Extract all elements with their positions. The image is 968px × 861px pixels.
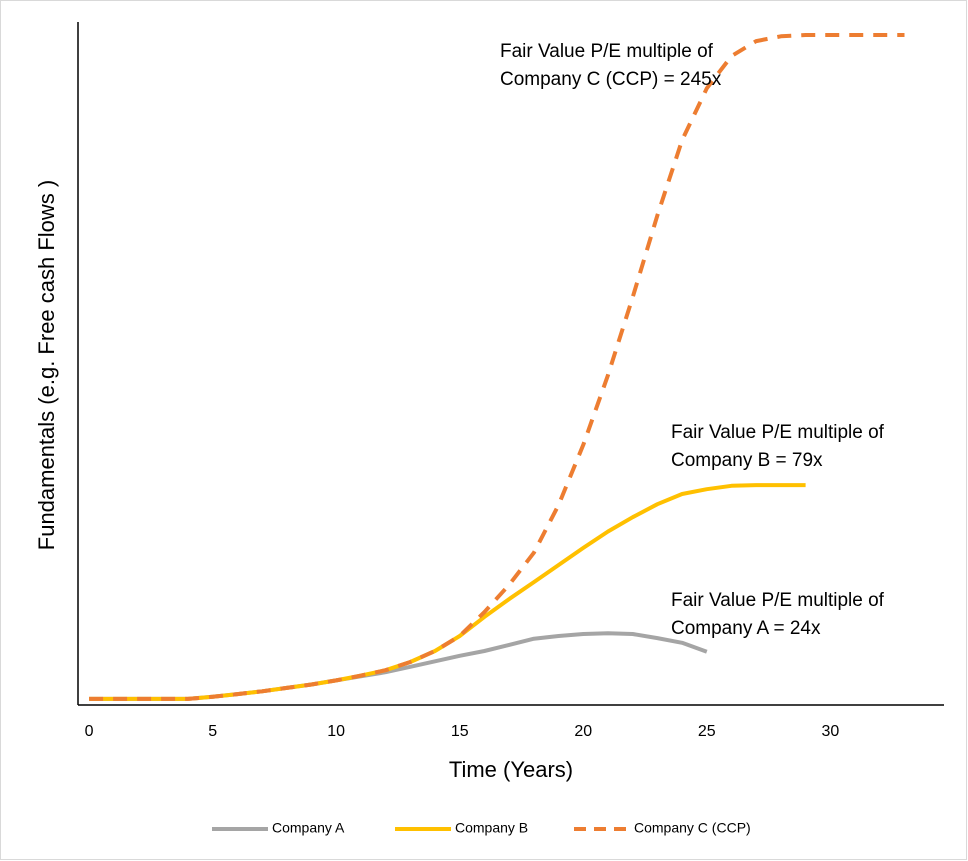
series-line: [89, 33, 905, 701]
annotation: Company B = 79x: [671, 450, 823, 471]
annotation: Fair Value P/E multiple of: [671, 590, 885, 611]
x-tick-label: 30: [821, 723, 839, 740]
y-axis-title: Fundamentals (e.g. Free cash Flows ): [34, 180, 59, 550]
annotation: Fair Value P/E multiple of: [500, 41, 714, 62]
x-tick-label: 5: [208, 723, 217, 740]
legend-label: Company A: [272, 820, 345, 836]
annotation: Fair Value P/E multiple of: [671, 422, 885, 443]
x-tick-label: 25: [698, 723, 716, 740]
x-tick-label: 0: [85, 723, 94, 740]
x-tick-label: 20: [574, 723, 592, 740]
x-tick-label: 15: [451, 723, 469, 740]
legend-label: Company B: [455, 820, 528, 836]
x-tick-label: 10: [327, 723, 345, 740]
annotation: Company A = 24x: [671, 618, 821, 639]
annotation: Company C (CCP) = 245x: [500, 69, 722, 90]
legend-label: Company C (CCP): [634, 820, 751, 836]
x-axis-title: Time (Years): [449, 757, 573, 782]
